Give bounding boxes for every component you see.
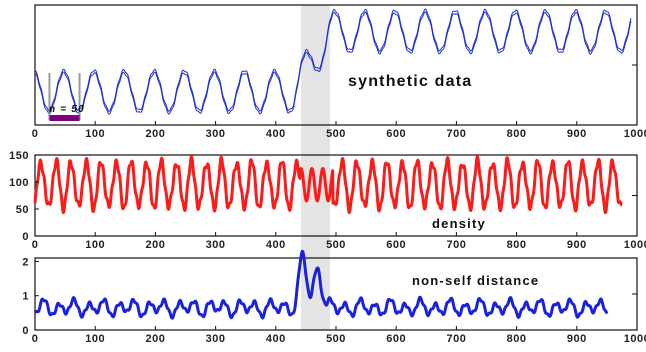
x-tick-label: 600 (386, 239, 406, 251)
x-tick-label: 800 (507, 239, 527, 251)
annotation-non-self-distance: non-self distance (412, 273, 539, 288)
x-tick-label: 400 (266, 128, 286, 140)
panel-frame-3 (34, 257, 638, 331)
y-tick-label: 0 (22, 325, 29, 337)
y-tick-label: 100 (9, 177, 29, 189)
x-tick-label: 600 (386, 128, 406, 140)
x-tick-label: 100 (85, 333, 105, 345)
x-tick-label: 800 (507, 333, 527, 345)
x-tick-label: 100 (85, 239, 105, 251)
y-tick-label: 2 (22, 256, 29, 268)
x-tick-label: 300 (206, 128, 226, 140)
panel-frame-1 (34, 4, 638, 126)
x-tick-label: 500 (326, 128, 346, 140)
window-label: n = 50 (49, 104, 85, 115)
x-tick-label: 200 (145, 239, 165, 251)
x-tick-label: 0 (32, 239, 39, 251)
non-self-distance-series-line (33, 249, 609, 320)
x-tick-label: 900 (567, 239, 587, 251)
y-tick-label: 0 (22, 231, 29, 243)
x-tick-label: 100 (85, 128, 105, 140)
synthetic-series-line-1 (35, 11, 632, 115)
window-bar (49, 115, 80, 121)
panel-frames (34, 4, 638, 331)
x-tick-label: 600 (386, 333, 406, 345)
annotation-density: density (432, 216, 486, 231)
x-tick-label: 700 (446, 333, 466, 345)
x-tick-label: 700 (446, 239, 466, 251)
x-tick-label: 400 (266, 333, 286, 345)
annotation-synthetic-data: synthetic data (348, 73, 472, 90)
synthetic-series-line-2 (35, 8, 632, 112)
x-tick-label: 200 (145, 128, 165, 140)
x-tick-label: 0 (32, 128, 39, 140)
x-tick-label: 800 (507, 128, 527, 140)
x-tick-label: 500 (326, 239, 346, 251)
y-tick-label: 150 (9, 150, 29, 162)
y-tick-label: 50 (16, 204, 29, 216)
x-tick-label: 300 (206, 239, 226, 251)
x-tick-label: 900 (567, 333, 587, 345)
x-tick-label: 500 (326, 333, 346, 345)
density-series-line (33, 155, 624, 215)
x-tick-label: 900 (567, 128, 587, 140)
y-tick-label: 1 (22, 291, 29, 303)
series-group (33, 8, 632, 320)
x-tick-label: 300 (206, 333, 226, 345)
x-tick-label: 0 (32, 333, 39, 345)
x-tick-label: 200 (145, 333, 165, 345)
x-tick-label: 400 (266, 239, 286, 251)
window-bracket (48, 73, 81, 121)
tick-group: 0100200300400500600700800900100001002003… (9, 64, 646, 345)
x-tick-label: 700 (446, 128, 466, 140)
